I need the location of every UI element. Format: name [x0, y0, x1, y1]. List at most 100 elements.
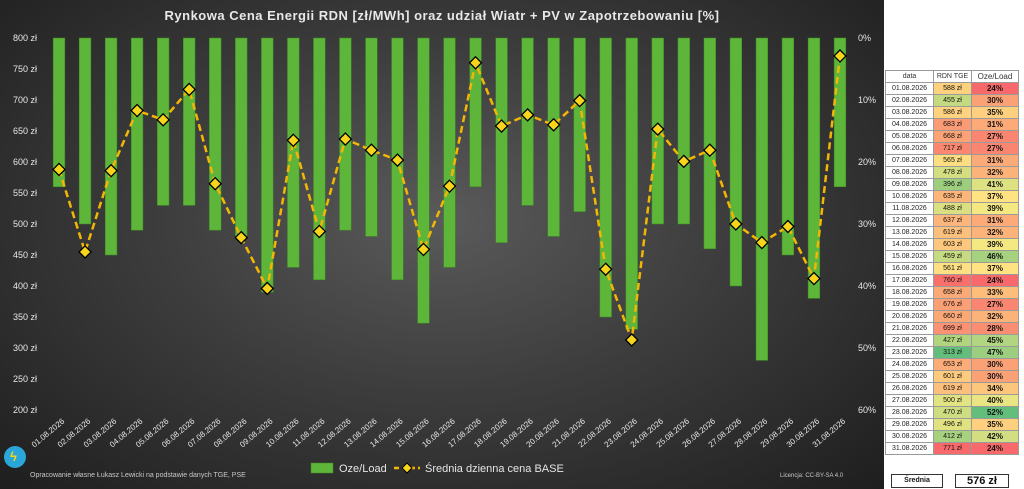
bar-oze-load — [755, 37, 768, 361]
cell-price: 771 zł — [933, 442, 972, 455]
cell-date: 14.08.2026 — [885, 238, 934, 251]
price-table: data RDN TGE Oze/Load 01.08.2026 588 zł 24… — [885, 70, 1023, 455]
cell-oze: 30% — [971, 358, 1019, 371]
bar-oze-load — [235, 37, 248, 237]
price-marker — [78, 244, 92, 259]
table-row: 09.08.2026 396 zł 41% — [885, 178, 1019, 191]
y-left-tick-label: 350 zł — [13, 312, 37, 322]
cell-oze: 42% — [971, 430, 1019, 443]
cell-price: 412 zł — [933, 430, 972, 443]
cell-date: 20.08.2026 — [885, 310, 934, 323]
table-row: 19.08.2026 676 zł 27% — [885, 298, 1019, 311]
average-value: 576 zł — [955, 474, 1009, 488]
cell-oze: 30% — [971, 370, 1019, 383]
cell-oze: 40% — [971, 394, 1019, 407]
cell-price: 313 zł — [933, 346, 972, 359]
cell-price: 717 zł — [933, 142, 972, 155]
table-row: 10.08.2026 635 zł 37% — [885, 190, 1019, 203]
cell-price: 601 zł — [933, 370, 972, 383]
y-left-tick-label: 400 zł — [13, 281, 37, 291]
cell-oze: 39% — [971, 202, 1019, 215]
cell-date: 29.08.2026 — [885, 418, 934, 431]
cell-oze: 27% — [971, 298, 1019, 311]
cell-price: 683 zł — [933, 118, 972, 131]
bar-oze-load — [547, 37, 560, 237]
cell-oze: 28% — [971, 322, 1019, 335]
cell-oze: 35% — [971, 418, 1019, 431]
price-marker — [781, 219, 795, 234]
cell-date: 27.08.2026 — [885, 394, 934, 407]
cell-price: 455 zł — [933, 94, 972, 107]
average-label: Średnia — [891, 474, 943, 488]
table-row: 21.08.2026 699 zł 28% — [885, 322, 1019, 335]
cell-oze: 24% — [971, 442, 1019, 455]
legend-label-price: Średnia dzienna cena BASE — [425, 462, 564, 475]
cell-date: 07.08.2026 — [885, 154, 934, 167]
cell-oze: 24% — [971, 274, 1019, 287]
price-marker — [130, 103, 145, 118]
y-left-tick-label: 250 zł — [13, 374, 37, 384]
cell-oze: 41% — [971, 178, 1019, 191]
cell-date: 09.08.2026 — [885, 178, 934, 191]
table-row: 13.08.2026 619 zł 32% — [885, 226, 1019, 239]
bar-oze-load — [209, 37, 222, 231]
price-marker — [234, 230, 249, 245]
cell-date: 11.08.2026 — [885, 202, 934, 215]
col-header-oze: Oze/Load — [971, 70, 1019, 83]
cell-price: 496 zł — [933, 418, 972, 431]
table-row: 02.08.2026 455 zł 30% — [885, 94, 1019, 107]
price-marker — [208, 176, 223, 191]
chart-area: Rynkowa Cena Energii RDN [zł/MWh] oraz u… — [0, 0, 884, 489]
chart-title: Rynkowa Cena Energii RDN [zł/MWh] oraz u… — [164, 8, 720, 23]
cell-price: 668 zł — [933, 130, 972, 143]
table-row: 08.08.2026 478 zł 32% — [885, 166, 1019, 179]
cell-oze: 52% — [971, 406, 1019, 419]
table-row: 12.08.2026 637 zł 31% — [885, 214, 1019, 227]
cell-oze: 35% — [971, 106, 1019, 119]
bar-oze-load — [131, 37, 144, 231]
cell-price: 635 zł — [933, 190, 972, 203]
cell-date: 10.08.2026 — [885, 190, 934, 203]
y-left-tick-label: 450 zł — [13, 250, 37, 260]
bar-oze-load — [78, 37, 92, 225]
legend-marker-price — [401, 462, 413, 474]
cell-date: 21.08.2026 — [885, 322, 934, 335]
cell-oze: 31% — [971, 118, 1019, 131]
legend-label-oze: Oze/Load — [339, 463, 387, 475]
cell-price: 488 zł — [933, 202, 972, 215]
cell-price: 637 zł — [933, 214, 972, 227]
y-right-tick-label: 50% — [858, 343, 876, 353]
legend-swatch-oze — [310, 462, 334, 474]
price-marker — [104, 163, 118, 178]
bar-oze-load — [599, 37, 612, 318]
table-row: 29.08.2026 496 zł 35% — [885, 418, 1019, 431]
table-row: 30.08.2026 412 zł 42% — [885, 430, 1019, 443]
cell-oze: 32% — [971, 226, 1019, 239]
price-marker — [624, 333, 639, 347]
price-marker — [260, 281, 275, 296]
price-marker — [546, 117, 561, 132]
bar-oze-load — [625, 37, 638, 330]
cell-date: 24.08.2026 — [885, 358, 934, 371]
y-left-tick-label: 300 zł — [13, 343, 37, 353]
cell-price: 653 zł — [933, 358, 972, 371]
price-marker — [364, 143, 379, 158]
cell-oze: 31% — [971, 214, 1019, 227]
cell-oze: 27% — [971, 142, 1019, 155]
cell-price: 586 zł — [933, 106, 972, 119]
table-row: 20.08.2026 660 zł 32% — [885, 310, 1019, 323]
cell-price: 565 zł — [933, 154, 972, 167]
cell-price: 427 zł — [933, 334, 972, 347]
bar-oze-load — [183, 37, 196, 206]
price-marker — [676, 154, 691, 169]
cell-oze: 45% — [971, 334, 1019, 347]
bar-oze-load — [365, 37, 378, 237]
y-right-tick-label: 0% — [858, 33, 871, 43]
price-marker — [338, 132, 353, 146]
cell-date: 06.08.2026 — [885, 142, 934, 155]
cell-date: 17.08.2026 — [885, 274, 934, 287]
y-left-tick-label: 650 zł — [13, 126, 37, 136]
cell-price: 588 zł — [933, 82, 972, 95]
price-marker — [650, 122, 665, 137]
table-row: 11.08.2026 488 zł 39% — [885, 202, 1019, 215]
